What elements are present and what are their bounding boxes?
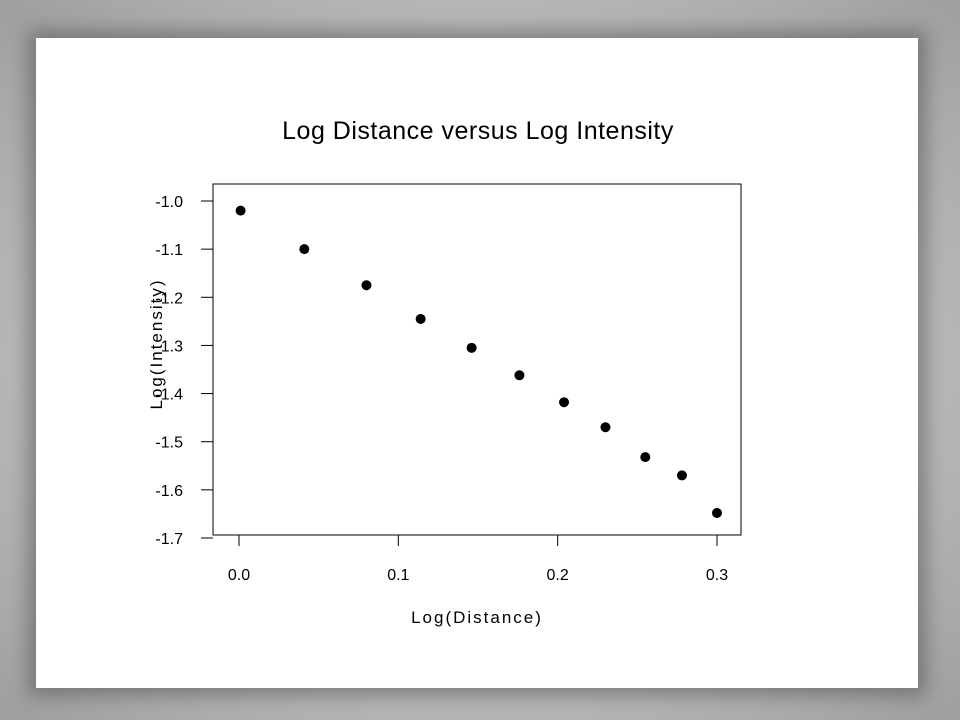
- y-axis: -1.0 -1.1 -1.2 -1.3 -1.4 -1.5 -1.6 -1.7: [155, 194, 213, 548]
- x-axis: 0.0 0.1 0.2 0.3: [228, 535, 728, 584]
- data-point: [361, 280, 372, 291]
- plot-frame: [212, 183, 742, 536]
- y-tick-label: -1.6: [155, 483, 183, 500]
- chart-title: Log Distance versus Log Intensity: [282, 117, 674, 145]
- data-point: [676, 470, 687, 481]
- y-axis-label: Log(Intensity): [147, 279, 166, 410]
- data-point: [466, 342, 477, 353]
- data-point: [600, 422, 611, 433]
- slide-panel: [36, 38, 918, 688]
- x-tick-label: 0.1: [387, 567, 409, 584]
- y-tick-label: -1.0: [155, 194, 183, 211]
- x-tick-label: 0.0: [228, 567, 250, 584]
- x-tick-label: 0.2: [547, 567, 569, 584]
- data-points: [235, 205, 722, 518]
- y-tick-label: -1.4: [155, 387, 183, 404]
- y-tick-label: -1.7: [155, 531, 183, 548]
- data-point: [299, 244, 310, 255]
- data-point: [559, 397, 570, 408]
- y-tick-label: -1.2: [155, 290, 183, 307]
- data-point: [640, 452, 651, 463]
- y-tick-label: -1.5: [155, 435, 183, 452]
- x-axis-label: Log(Distance): [411, 608, 543, 627]
- y-tick-label: -1.3: [155, 338, 183, 355]
- data-point: [514, 370, 525, 381]
- y-tick-label: -1.1: [155, 242, 183, 259]
- x-tick-label: 0.3: [706, 567, 728, 584]
- data-point: [712, 507, 722, 518]
- data-point: [235, 205, 246, 216]
- data-point: [415, 313, 426, 324]
